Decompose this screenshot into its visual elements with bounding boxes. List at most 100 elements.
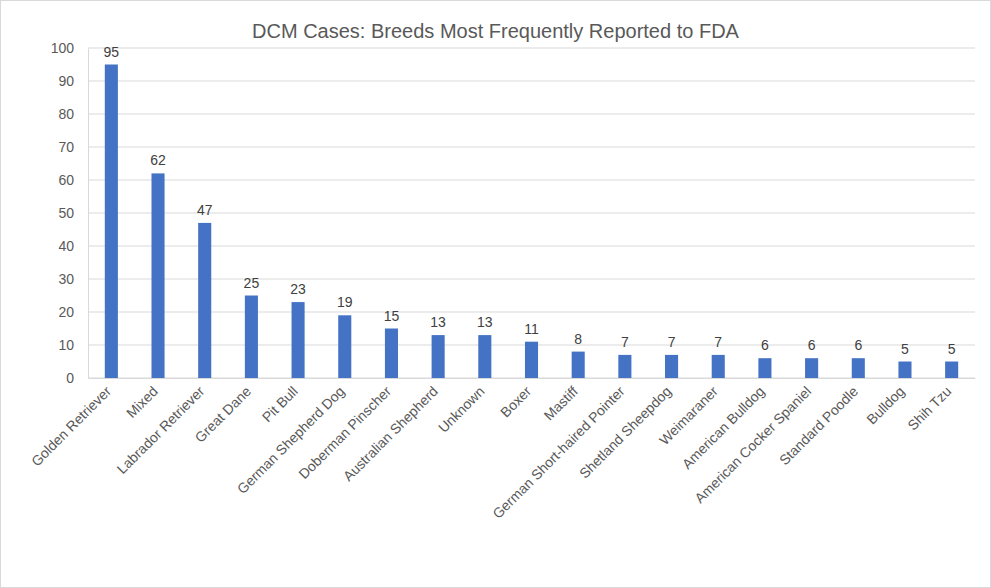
tick: 0 xyxy=(66,370,88,386)
tick: Mastiff xyxy=(541,383,581,423)
data-label: 11 xyxy=(524,321,539,337)
tick-label: 30 xyxy=(58,271,74,287)
tick: Shih Tzu xyxy=(904,383,954,433)
tick: 30 xyxy=(58,271,88,287)
axis-line xyxy=(88,49,89,379)
data-label: 15 xyxy=(384,308,400,324)
tick: American Bulldog xyxy=(679,383,768,472)
x-axis: Golden RetrieverMixedLabrador RetrieverG… xyxy=(28,379,976,522)
grid xyxy=(88,48,975,378)
tick: 70 xyxy=(58,139,88,155)
data-label: 25 xyxy=(244,275,260,291)
data-label: 19 xyxy=(337,294,353,310)
bar xyxy=(385,329,398,379)
title: DCM Cases: Breeds Most Frequently Report… xyxy=(252,20,740,42)
bar xyxy=(198,223,211,378)
data-label: 23 xyxy=(290,281,306,297)
bar xyxy=(292,302,305,378)
tick: Unknown xyxy=(435,383,488,436)
tick-label: 100 xyxy=(51,40,75,56)
data-label: 47 xyxy=(197,202,213,218)
grid-line xyxy=(88,213,975,214)
bar xyxy=(105,65,118,379)
tick: 20 xyxy=(58,304,88,320)
tick-label: Labrador Retriever xyxy=(114,383,208,477)
tick: Golden Retriever xyxy=(28,383,114,469)
tick: Bulldog xyxy=(863,383,907,427)
tick-label: 80 xyxy=(58,106,74,122)
bar xyxy=(665,355,678,378)
tick-label: Golden Retriever xyxy=(28,383,114,469)
grid-line xyxy=(88,147,975,148)
bar xyxy=(338,315,351,378)
data-label: 7 xyxy=(714,334,722,350)
grid-line xyxy=(88,312,975,313)
tick-label: Shih Tzu xyxy=(904,383,954,433)
tick: 80 xyxy=(58,106,88,122)
grid-line xyxy=(88,81,975,82)
data-label: 6 xyxy=(854,337,862,353)
tick-label: 10 xyxy=(58,337,74,353)
grid-line xyxy=(88,180,975,181)
tick-label: 0 xyxy=(66,370,74,386)
tick-label: Boxer xyxy=(497,383,534,420)
data-label: 5 xyxy=(901,341,909,357)
axis-line xyxy=(89,378,976,379)
tick-label: 50 xyxy=(58,205,74,221)
tick: Great Dane xyxy=(192,383,255,446)
bar xyxy=(245,296,258,379)
grid-line xyxy=(88,279,975,280)
tick: 90 xyxy=(58,73,88,89)
chart: 0 10 20 30 40 50 60 70 80 90 100 Golden RetrieverMi… xyxy=(0,0,991,588)
tick-label: 60 xyxy=(58,172,74,188)
tick: Standard Poodle xyxy=(776,383,861,468)
data-label: 7 xyxy=(668,334,676,350)
data-label: 8 xyxy=(574,331,582,347)
tick-label: Mixed xyxy=(123,383,161,421)
bar xyxy=(618,355,631,378)
bar xyxy=(525,342,538,378)
y-axis: 0 10 20 30 40 50 60 70 80 90 100 xyxy=(51,40,89,386)
tick-label: Great Dane xyxy=(192,383,255,446)
tick: 100 xyxy=(51,40,88,56)
tick-label: 90 xyxy=(58,73,74,89)
data-label: 7 xyxy=(621,334,629,350)
tick: 10 xyxy=(58,337,88,353)
data-label: 62 xyxy=(150,152,166,168)
bar xyxy=(712,355,725,378)
tick: Australian Shepherd xyxy=(340,383,441,484)
tick-label: 40 xyxy=(58,238,74,254)
tick: 60 xyxy=(58,172,88,188)
bar xyxy=(478,335,491,378)
bar xyxy=(572,352,585,378)
tick: Mixed xyxy=(123,383,161,421)
data-label: 13 xyxy=(430,314,446,330)
data-label: 6 xyxy=(761,337,769,353)
tick-label: Unknown xyxy=(435,383,488,436)
background xyxy=(1,1,991,588)
data-label: 13 xyxy=(477,314,493,330)
tick: Boxer xyxy=(497,383,534,420)
tick-label: Pit Bull xyxy=(259,383,301,425)
data-label: 5 xyxy=(948,341,956,357)
tick: Labrador Retriever xyxy=(114,383,208,477)
grid-line xyxy=(88,114,975,115)
bar xyxy=(151,173,164,378)
tick: Pit Bull xyxy=(259,383,301,425)
bar xyxy=(852,358,865,378)
tick-label: 20 xyxy=(58,304,74,320)
plot: 0 10 20 30 40 50 60 70 80 90 100 Golden RetrieverMi… xyxy=(28,40,976,522)
bar xyxy=(945,362,958,379)
data-labels: 95 62 47 25 23 19 15 13 13 11 8 7 7 7 6 6 6 5 5 xyxy=(104,44,956,357)
data-label: 6 xyxy=(808,337,816,353)
grid-line xyxy=(88,246,975,247)
data-label: 95 xyxy=(104,44,120,60)
tick: 50 xyxy=(58,205,88,221)
bar xyxy=(898,362,911,379)
tick-label: Mastiff xyxy=(541,383,581,423)
tick-label: Standard Poodle xyxy=(776,383,861,468)
grid-line xyxy=(88,48,975,49)
bar xyxy=(432,335,445,378)
bars xyxy=(105,65,958,379)
tick-label: 70 xyxy=(58,139,74,155)
